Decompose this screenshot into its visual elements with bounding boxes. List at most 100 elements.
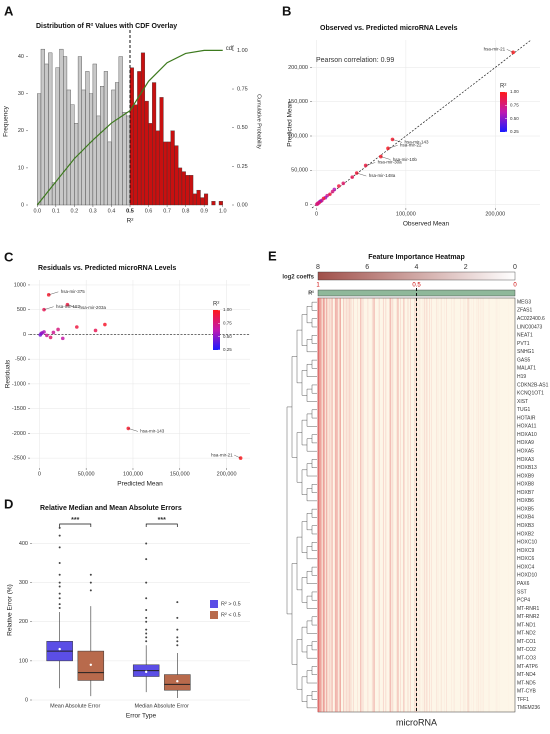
row-label: MT-CO3 (517, 656, 536, 662)
chart-title: Distribution of R² Values with CDF Overl… (36, 23, 177, 30)
x-tick-label: 200,000 (485, 211, 505, 217)
x-tick-label: 50,000 (78, 471, 95, 477)
row-label: MT-RNR2 (517, 614, 539, 620)
colorbar-tick-label: 6 (365, 264, 369, 271)
bar (181, 171, 186, 206)
chart-title: Relative Median and Mean Absolute Errors (40, 505, 182, 512)
row-label: HOXB7 (517, 490, 534, 496)
bar (66, 89, 71, 206)
row-label: HOXB5 (517, 506, 534, 512)
bar (129, 67, 134, 206)
label-leader (506, 49, 514, 53)
row-label: HOXC10 (517, 540, 537, 546)
label-leader (128, 428, 138, 432)
row-label: HOXB3 (517, 523, 534, 529)
outlier (58, 581, 61, 584)
x-tick-label: 0.3 (89, 208, 97, 214)
point (350, 175, 355, 179)
outlier (145, 542, 148, 545)
bar (159, 97, 164, 206)
bar (152, 82, 157, 206)
bar (96, 115, 101, 206)
bar (185, 175, 190, 206)
x-axis-label: R² (127, 218, 135, 225)
y-tick-label: -2000 (12, 431, 26, 437)
dendrogram (311, 525, 317, 535)
dendrogram (311, 616, 317, 626)
outlier (176, 644, 179, 647)
dendrogram (301, 314, 307, 346)
dendrogram (296, 639, 302, 690)
bar (89, 93, 94, 206)
colorbar-title: R² (213, 302, 219, 308)
dendrogram (311, 484, 317, 493)
row-label: PVT1 (517, 341, 530, 347)
colorbar-tick-label: 0.25 (223, 347, 232, 352)
point (330, 189, 335, 194)
outlier (58, 573, 61, 576)
chart-title: Observed vs. Predicted microRNA Levels (320, 25, 458, 32)
y-tick-label: 1.00 (237, 48, 248, 54)
row-label: MT-ND1 (517, 622, 536, 628)
significance-label: *** (158, 517, 166, 524)
row-label: HOXA5 (517, 449, 534, 455)
y-tick-label: 0 (25, 697, 28, 703)
bar (200, 197, 205, 206)
point (56, 327, 60, 332)
row-label: HOXA9 (517, 440, 534, 446)
y-tick-label: -500 (15, 357, 26, 363)
outlier (58, 585, 61, 588)
bar (40, 48, 45, 206)
bar (107, 141, 112, 206)
bar (155, 130, 160, 206)
identity-line (311, 39, 532, 209)
label-leader (380, 156, 391, 160)
x-tick-label: 100,000 (396, 211, 416, 217)
annotation: Pearson correlation: 0.99 (316, 57, 394, 64)
outlier (89, 581, 92, 584)
row-label: HOXB13 (517, 465, 537, 471)
point (45, 333, 49, 338)
bar (111, 89, 116, 206)
point (103, 322, 107, 327)
dendrogram (311, 434, 317, 444)
dendrogram (296, 536, 302, 591)
point (38, 333, 43, 337)
dendrogram (311, 566, 317, 576)
bar (144, 100, 149, 206)
x-tick-label: 200,000 (217, 471, 237, 477)
y-tick-label: 10 (18, 165, 24, 171)
outlier (176, 601, 179, 604)
row-label: GAS5 (517, 357, 531, 363)
dendrogram (311, 301, 317, 311)
row-label: HOXA10 (517, 432, 537, 438)
row-label: HOXB9 (517, 473, 534, 479)
x-tick-label: 0.9 (200, 208, 208, 214)
y-tick-label: 200,000 (288, 65, 308, 71)
row-label: MT-CYB (517, 689, 537, 695)
y-tick-label: 0 (305, 202, 308, 208)
dendrogram (311, 591, 317, 601)
outlier (145, 636, 148, 639)
row-label: HOXB4 (517, 515, 534, 521)
bar (122, 112, 127, 206)
y-axis-label: Frequency (3, 105, 10, 136)
x-axis-label: Predicted Mean (117, 481, 163, 488)
x-tick-label: 0 (315, 211, 318, 217)
significance-bracket (145, 523, 178, 527)
point-label: hsa-mir-375 (61, 289, 86, 294)
dendrogram (311, 359, 317, 369)
y-tick-label: 150,000 (288, 99, 308, 105)
bar (70, 104, 75, 206)
outlier (145, 640, 148, 643)
outlier (145, 628, 148, 631)
significance-bracket (59, 523, 92, 527)
row-label: HOXB2 (517, 531, 534, 537)
y-tick-label: -2500 (12, 456, 26, 462)
outlier (145, 620, 148, 623)
dendrogram (311, 691, 317, 700)
bar (204, 193, 209, 206)
y-tick-label: 1000 (14, 282, 26, 288)
point-label: hsa-mir-10b (393, 157, 418, 162)
y-tick-label: 30 (18, 91, 24, 97)
